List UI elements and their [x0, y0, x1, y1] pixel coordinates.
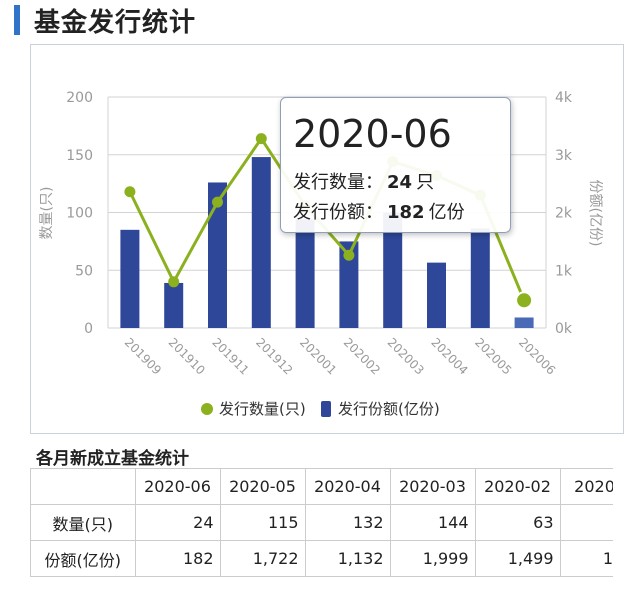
x-tick-label: 201909 — [122, 335, 164, 377]
tooltip-share-unit: 亿份 — [428, 202, 465, 223]
tooltip-count-row: 发行数量： 24 只 — [293, 168, 434, 194]
table-cell: 182 — [135, 540, 221, 577]
bar-share-202004 — [427, 262, 446, 328]
y-left-tick-label: 200 — [66, 90, 93, 106]
bar-share-202001 — [295, 219, 315, 328]
table-header-cell: 2020-0 — [560, 469, 613, 505]
chart-tooltip: 2020-06 发行数量： 24 只 发行份额： 182 亿份 — [280, 97, 511, 233]
x-tick-label: 202005 — [472, 335, 514, 377]
y-right-tick-label: 3k — [555, 148, 573, 164]
y-left-tick-label: 100 — [66, 206, 93, 222]
bar-share-202006 — [514, 317, 534, 328]
bar-share-201912 — [251, 157, 271, 328]
bar-share-202003 — [383, 212, 403, 328]
table-header-cell: 2020-03 — [390, 469, 476, 505]
bar-share-202005 — [470, 228, 490, 328]
table-header-cell: 2020-05 — [220, 469, 306, 505]
legend-share-swatch — [321, 401, 331, 417]
tooltip-count-value: 24 — [387, 172, 413, 193]
table-row-label: 数量(只) — [31, 504, 136, 541]
tooltip-share-label: 发行份额： — [293, 202, 383, 223]
table-corner-cell — [31, 469, 136, 505]
y-left-tick-label: 150 — [66, 148, 93, 164]
y-left-tick-label: 50 — [75, 263, 93, 279]
legend-count-swatch — [201, 403, 213, 415]
point-count-201911 — [212, 196, 223, 208]
stats-table-container[interactable]: 2020-062020-052020-042020-032020-022020-… — [30, 468, 613, 577]
table-cell: 115 — [220, 504, 306, 541]
table-cell: 1,132 — [305, 540, 391, 577]
tooltip-date: 2020-06 — [293, 112, 452, 156]
bar-share-202002 — [339, 241, 359, 328]
table-header-cell: 2020-04 — [305, 469, 391, 505]
bar-share-201911 — [208, 182, 227, 328]
stats-table: 2020-062020-052020-042020-032020-022020-… — [31, 469, 613, 577]
tooltip-count-label: 发行数量： — [293, 172, 383, 193]
table-cell: 132 — [305, 504, 391, 541]
point-count-202006 — [515, 291, 534, 310]
x-tick-label: 202004 — [428, 335, 470, 377]
page-title: 基金发行统计 — [34, 7, 197, 38]
point-count-201909 — [124, 186, 136, 198]
table-header-row: 2020-062020-052020-042020-032020-022020-… — [31, 469, 613, 505]
x-tick-label: 202002 — [341, 335, 383, 377]
tooltip-share-row: 发行份额： 182 亿份 — [293, 198, 465, 224]
tooltip-count-unit: 只 — [416, 172, 435, 193]
page-header: 基金发行统计 — [14, 4, 197, 38]
chart-panel: 0 50 100 150 200 0k 1k 2k 3k 4k 数量(只) 份额(亿份) 201909 2… — [30, 44, 624, 434]
legend-share-label: 发行份额(亿份) — [338, 400, 440, 418]
y-right-tick-label: 2k — [555, 206, 573, 222]
x-tick-label: 201911 — [209, 335, 251, 377]
table-row: 数量(只)24115132144638 — [31, 504, 613, 541]
tooltip-share-value: 182 — [387, 202, 425, 223]
table-cell: 1,499 — [475, 540, 561, 577]
table-row-label: 份额(亿份) — [31, 540, 136, 577]
x-tick-label: 201912 — [253, 335, 295, 377]
x-tick-label: 202006 — [516, 335, 558, 377]
y-right-tick-label: 1k — [555, 263, 573, 279]
y-left-tick-label: 0 — [84, 321, 93, 337]
table-cell: 1,722 — [220, 540, 306, 577]
table-cell: 1,999 — [390, 540, 476, 577]
y-left-axis-title: 数量(只) — [39, 187, 55, 240]
point-count-201910 — [168, 276, 180, 288]
title-accent-bar — [14, 5, 20, 35]
table-header-cell: 2020-02 — [475, 469, 561, 505]
table-cell: 144 — [390, 504, 476, 541]
point-count-201912 — [255, 133, 267, 145]
table-cell: 63 — [475, 504, 561, 541]
legend-count-label: 发行数量(只) — [219, 400, 306, 418]
x-tick-label: 201910 — [166, 335, 208, 377]
y-right-tick-label: 4k — [555, 90, 573, 106]
y-right-tick-label: 0k — [555, 321, 573, 337]
table-cell: 8 — [560, 504, 613, 541]
table-cell: 24 — [135, 504, 221, 541]
table-title: 各月新成立基金统计 — [36, 449, 189, 469]
table-cell: 1,66 — [560, 540, 613, 577]
bar-share-201909 — [120, 229, 140, 328]
x-tick-label: 202003 — [385, 335, 427, 377]
table-header-cell: 2020-06 — [135, 469, 221, 505]
x-tick-label: 202001 — [297, 335, 339, 377]
point-count-202002 — [343, 249, 355, 261]
bar-share-201910 — [164, 282, 184, 328]
y-right-axis-title: 份额(亿份) — [587, 180, 603, 247]
